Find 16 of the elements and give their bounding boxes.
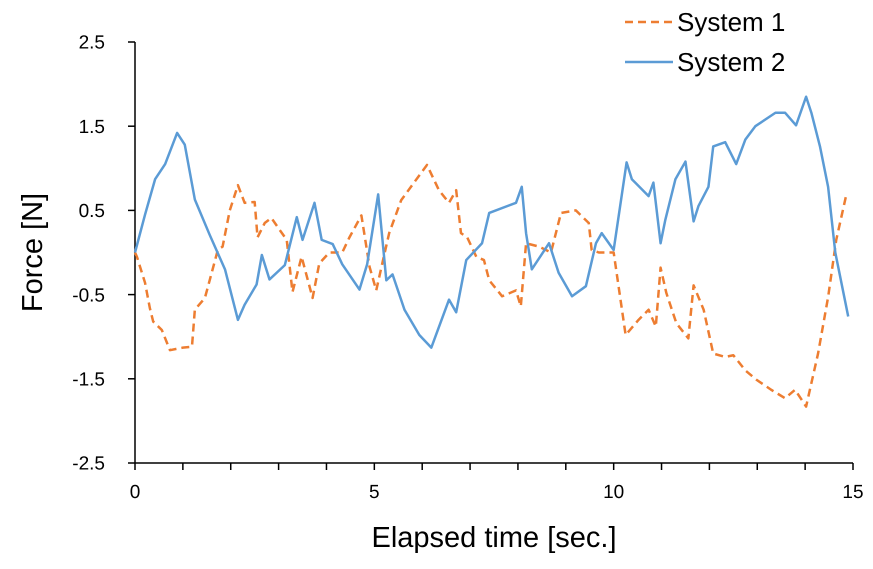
y-tick-label: -0.5 (72, 285, 105, 306)
x-tick-label: 5 (369, 482, 380, 503)
x-tick-label: 0 (130, 482, 140, 503)
y-tick-label: 0.5 (78, 201, 105, 222)
x-axis-title: Elapsed time [sec.] (372, 522, 616, 554)
y-tick-label: 2.5 (78, 32, 105, 54)
x-tick-label: 15 (842, 482, 864, 503)
legend-label: System 2 (677, 47, 786, 78)
line-series (134, 164, 848, 408)
x-tick-label: 10 (603, 482, 624, 503)
y-axis-title: Force [N] (17, 192, 49, 312)
y-tick-label: -1.5 (72, 369, 105, 390)
y-tick-label: 1.5 (78, 116, 105, 138)
line-series (134, 95, 850, 349)
y-tick-label: -2.5 (72, 454, 105, 475)
legend-label: System 1 (677, 7, 786, 38)
